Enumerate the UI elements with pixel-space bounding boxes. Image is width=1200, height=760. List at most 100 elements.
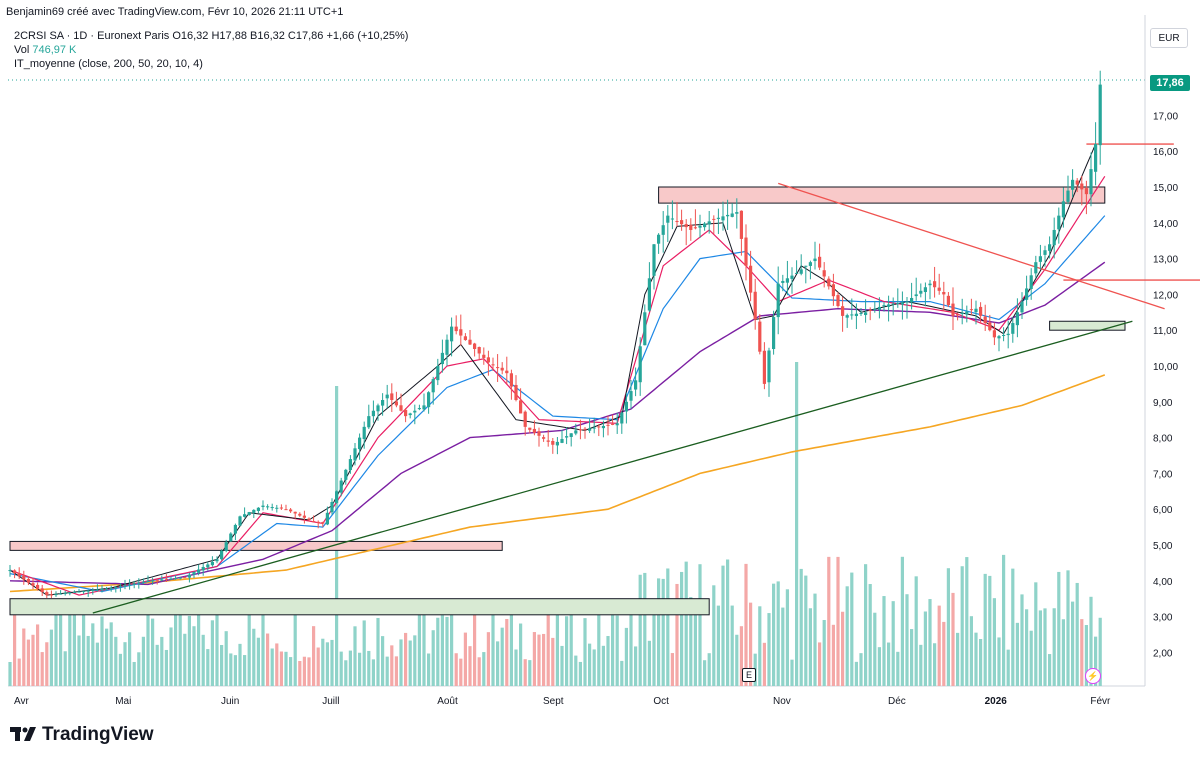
candle-body	[781, 280, 785, 283]
earnings-marker-icon[interactable]: E	[742, 668, 756, 682]
volume-bar	[850, 572, 854, 686]
symbol-legend[interactable]: 2CRSI SA · 1D · Euronext Paris O16,32 H1…	[14, 30, 409, 42]
volume-bar	[790, 659, 794, 686]
candle	[657, 233, 661, 254]
candle	[652, 243, 656, 290]
candle	[376, 403, 380, 421]
candle	[128, 579, 132, 590]
candles	[8, 70, 1102, 599]
candle-body	[808, 262, 812, 266]
volume-bar	[1066, 570, 1070, 686]
candle-body	[206, 564, 210, 568]
volume-bar	[105, 628, 109, 686]
volume-bar	[661, 578, 665, 686]
candle-body	[542, 437, 546, 439]
candle	[905, 297, 909, 319]
candle-body	[59, 593, 63, 595]
candle-body	[615, 423, 619, 426]
volume-bar	[956, 632, 960, 686]
volume-bar	[675, 583, 679, 686]
currency-button[interactable]: EUR	[1150, 28, 1188, 48]
tradingview-brand[interactable]: TradingView	[10, 724, 154, 746]
candle	[914, 277, 918, 301]
candle-body	[500, 367, 504, 371]
volume-bar	[160, 636, 164, 686]
volume-bar	[505, 618, 509, 686]
volume-bar	[693, 610, 697, 686]
candle	[1038, 244, 1042, 270]
candle-body	[247, 512, 251, 516]
candle-body	[505, 370, 509, 374]
candle	[344, 468, 348, 485]
candle-body	[873, 308, 877, 310]
candle	[956, 312, 960, 321]
candle	[643, 304, 647, 346]
candle	[385, 384, 389, 409]
candle-body	[229, 533, 233, 542]
candle	[675, 201, 679, 227]
candle	[440, 339, 444, 373]
candle	[500, 362, 504, 375]
candle	[413, 404, 417, 425]
volume-legend[interactable]: Vol 746,97 K	[14, 44, 76, 56]
candle-body	[730, 213, 734, 217]
candle	[496, 354, 500, 382]
y-tick-label: 13,00	[1153, 255, 1178, 266]
volume-bar	[638, 574, 642, 686]
indicator-legend[interactable]: IT_moyenne (close, 200, 50, 20, 10, 4)	[14, 58, 203, 70]
candle-body	[394, 401, 398, 406]
candle	[229, 532, 233, 542]
volume-bar	[325, 642, 329, 686]
candle	[615, 412, 619, 434]
x-tick-label: Avr	[14, 696, 29, 707]
volume-bar	[1006, 649, 1010, 686]
volume-bar	[551, 637, 555, 686]
candle	[1066, 175, 1070, 205]
volume-bar	[137, 652, 141, 686]
volume-bar	[859, 653, 863, 686]
candle-body	[459, 329, 463, 336]
volume-bar	[109, 622, 113, 686]
candle-body	[620, 412, 624, 424]
volume-bar	[588, 643, 592, 686]
candle	[8, 565, 12, 577]
candle-body	[279, 507, 283, 509]
volume-bar	[422, 613, 426, 686]
candle-body	[174, 578, 178, 580]
candle	[693, 209, 697, 230]
volume-bar	[362, 620, 366, 686]
candle	[1020, 292, 1024, 320]
candle	[629, 379, 633, 409]
candle-body	[477, 347, 481, 354]
candle	[284, 504, 288, 511]
candle	[408, 412, 412, 419]
volume-bar	[891, 601, 895, 686]
candle-body	[358, 437, 362, 450]
volume-bar	[394, 656, 398, 686]
volume-bar	[509, 605, 513, 686]
volume-bar	[827, 556, 831, 686]
candle	[666, 205, 670, 243]
flash-icon[interactable]: ⚡	[1085, 668, 1101, 684]
volume-bar	[951, 592, 955, 686]
ma-4-line	[9, 143, 1097, 596]
candle	[827, 276, 831, 290]
volume-bar	[206, 649, 210, 686]
volume-bar	[647, 640, 651, 686]
candle-body	[831, 284, 835, 297]
volume-bar	[463, 632, 467, 686]
candle-body	[569, 433, 573, 437]
volume-bar	[348, 650, 352, 686]
volume-bar	[979, 639, 983, 686]
candle-body	[753, 291, 757, 320]
x-tick-label: 2026	[985, 696, 1008, 707]
volume-bar	[54, 603, 58, 686]
volume-bar	[620, 660, 624, 686]
volume-bar	[923, 611, 927, 686]
volume-bar	[482, 652, 486, 686]
candle-body	[910, 297, 914, 303]
candle-body	[31, 583, 35, 586]
candle	[739, 210, 743, 256]
volume-bar	[542, 633, 546, 686]
